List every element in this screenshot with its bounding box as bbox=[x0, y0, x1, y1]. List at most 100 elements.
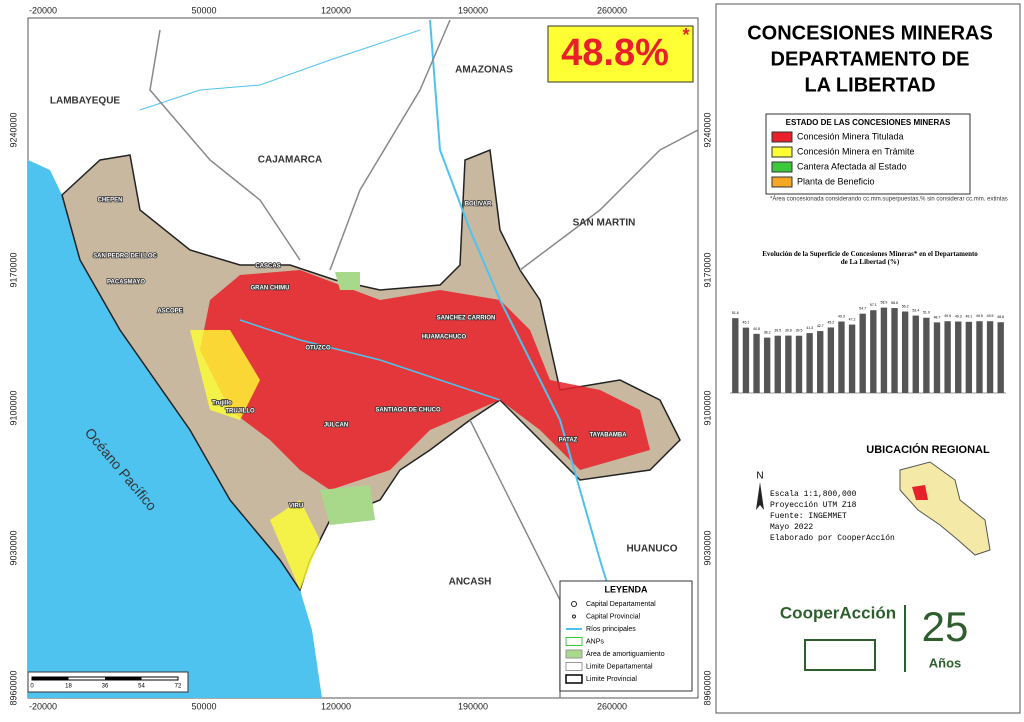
bar bbox=[870, 310, 877, 393]
bar bbox=[732, 318, 739, 393]
province-label: BOLIVAR bbox=[465, 202, 492, 208]
y-coord: 8960000 bbox=[702, 670, 712, 705]
map-info: Fuente: INGEMMET bbox=[770, 512, 847, 521]
region-label: CAJAMARCA bbox=[258, 155, 322, 166]
bar bbox=[753, 333, 760, 393]
y-coord: 9030000 bbox=[702, 530, 712, 565]
bar-value-label: 40.8 bbox=[753, 327, 760, 331]
bar bbox=[827, 327, 835, 393]
bar bbox=[891, 308, 898, 393]
x-coord: 120000 bbox=[321, 701, 351, 711]
bar bbox=[763, 337, 771, 393]
leyenda-label: Limite Provincial bbox=[586, 676, 637, 683]
bar-value-label: 58.6 bbox=[891, 301, 898, 305]
north-arrow bbox=[756, 482, 764, 510]
bar-value-label: 49.3 bbox=[955, 314, 962, 318]
leyenda-symbol bbox=[565, 674, 583, 684]
chart-title-box: Evolución de la Superficie de Concesione… bbox=[762, 250, 978, 266]
region-label: HUANUCO bbox=[626, 544, 677, 555]
status-swatch bbox=[771, 161, 793, 173]
leyenda-label: ANPs bbox=[586, 638, 604, 645]
map-info: Elaborado por CooperAcción bbox=[770, 534, 895, 543]
logo-name: CooperAcción bbox=[780, 603, 896, 622]
city-label: Trujillo bbox=[212, 401, 232, 407]
bar-value-label: 47.2 bbox=[849, 317, 856, 321]
x-coord: 120000 bbox=[321, 5, 351, 15]
map-info: Escala 1:1,800,000 bbox=[770, 490, 857, 499]
bar bbox=[955, 321, 962, 393]
x-coord: -20000 bbox=[29, 701, 57, 711]
bar bbox=[742, 327, 750, 393]
bar-value-label: 56.2 bbox=[902, 304, 909, 308]
province-label: PACASMAYO bbox=[107, 280, 145, 286]
scalebar-label: 18 bbox=[65, 684, 72, 690]
title-line: LA LIBERTAD bbox=[804, 74, 935, 96]
leyenda-label: Capital Provincial bbox=[586, 613, 641, 620]
bar-value-label: 48.8 bbox=[997, 315, 1004, 319]
status-label: Concesión Minera Titulada bbox=[797, 131, 904, 141]
bar bbox=[774, 335, 781, 393]
title-line: DEPARTAMENTO DE bbox=[771, 48, 970, 70]
city-label: CASCAS bbox=[255, 264, 280, 270]
footnote: *Área concesionada considerando cc.mm.su… bbox=[770, 196, 1008, 203]
leyenda-label: Limite Departamental bbox=[586, 663, 653, 670]
scalebar-label: 54 bbox=[138, 684, 145, 690]
y-coord: 9030000 bbox=[8, 530, 18, 565]
x-coord: -20000 bbox=[29, 5, 57, 15]
x-coord: 260000 bbox=[597, 5, 627, 15]
percent: 48.8% bbox=[561, 32, 669, 74]
bar bbox=[944, 321, 951, 393]
bar bbox=[976, 321, 983, 393]
bar-value-label: 54.7 bbox=[859, 307, 866, 311]
percent-mark: * bbox=[682, 25, 689, 45]
leyenda-symbol bbox=[565, 662, 583, 671]
bar-value-label: 49.1 bbox=[965, 315, 972, 319]
leyenda-box bbox=[559, 580, 693, 692]
logo bbox=[804, 605, 906, 672]
bar-value-label: 45.1 bbox=[743, 321, 750, 325]
bar-value-label: 41.3 bbox=[806, 326, 813, 330]
bar-value-label: 48.7 bbox=[934, 315, 941, 319]
map-info: Mayo 2022 bbox=[770, 523, 813, 532]
bar bbox=[997, 322, 1004, 393]
bar bbox=[795, 335, 803, 393]
province-label: SANTIAGO DE CHUCO bbox=[375, 408, 441, 414]
bar-value-label: 39.5 bbox=[774, 329, 781, 333]
bar-value-label: 49.5 bbox=[944, 314, 951, 318]
city-label: TAYABAMBA bbox=[589, 433, 627, 439]
region-label: ANCASH bbox=[449, 577, 492, 588]
province-label: PATAZ bbox=[559, 438, 578, 444]
x-coord: 50000 bbox=[191, 701, 216, 711]
bar-value-label: 45.2 bbox=[827, 320, 834, 324]
bar-value-label: 58.9 bbox=[881, 301, 888, 305]
x-coord: 50000 bbox=[191, 5, 216, 15]
bar bbox=[965, 321, 973, 393]
north: N bbox=[756, 471, 763, 482]
x-coord: 260000 bbox=[597, 701, 627, 711]
scalebar-label: 36 bbox=[102, 684, 109, 690]
scalebar-label: 72 bbox=[175, 684, 182, 690]
bar-value-label: 49.3 bbox=[838, 314, 845, 318]
bar bbox=[901, 311, 909, 393]
chart-title: Evolución de la Superficie de Concesione… bbox=[762, 250, 978, 266]
province-label: CHEPEN bbox=[97, 198, 122, 204]
leyenda-symbol bbox=[565, 637, 583, 646]
province-label: TRUJILLO bbox=[225, 409, 255, 415]
status-label: Concesión Minera en Trámite bbox=[797, 146, 915, 156]
status-legend-title: ESTADO DE LAS CONCESIONES MINERAS bbox=[786, 118, 951, 127]
x-coord: 190000 bbox=[458, 701, 488, 711]
leyenda-label: Capital Departamental bbox=[586, 601, 656, 608]
regional-title: UBICACIÓN REGIONAL bbox=[866, 443, 990, 456]
bar bbox=[880, 307, 888, 393]
status-swatch bbox=[771, 131, 793, 143]
bar-value-label: 39.6 bbox=[785, 329, 792, 333]
bar bbox=[986, 321, 994, 393]
y-coord: 9170000 bbox=[8, 252, 18, 287]
logo-word: Años bbox=[929, 655, 962, 670]
y-coord: 9100000 bbox=[702, 390, 712, 425]
leyenda-label: Área de amortiguamiento bbox=[586, 649, 665, 658]
bar-value-label: 51.9 bbox=[923, 311, 930, 315]
bar bbox=[923, 317, 930, 393]
leyenda-symbol bbox=[571, 601, 577, 607]
